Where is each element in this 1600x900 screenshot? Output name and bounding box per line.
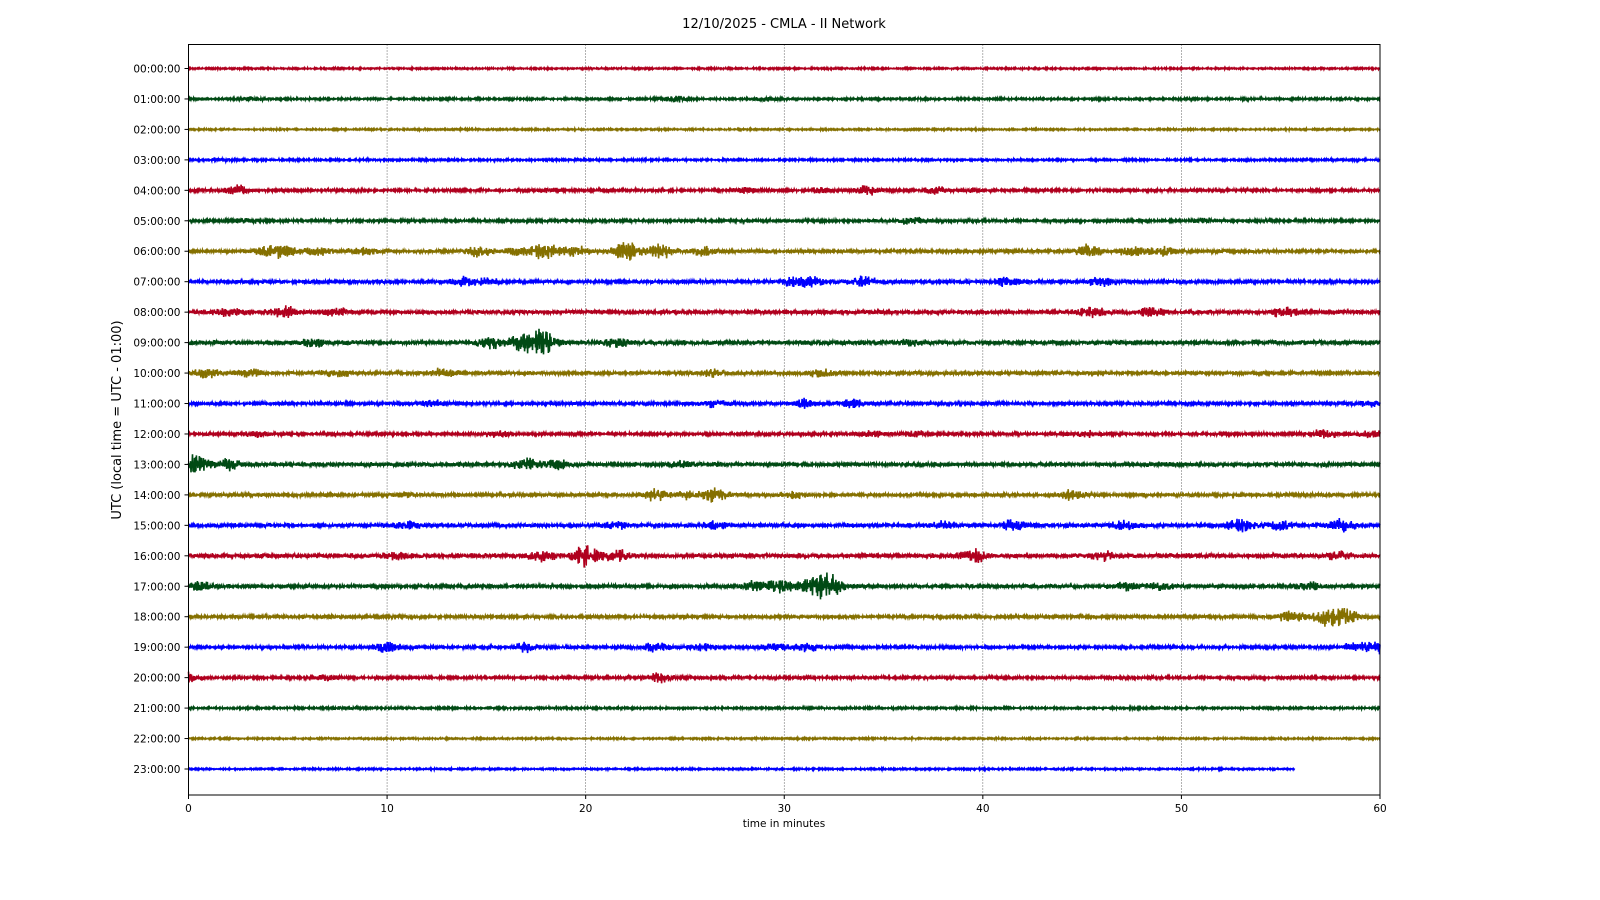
y-tick-label: 11:00:00 (133, 399, 180, 411)
trace-09 (187, 328, 1381, 355)
trace-11 (187, 397, 1381, 409)
trace-08 (187, 305, 1381, 319)
trace-23 (188, 765, 1296, 773)
x-tick-label: 40 (976, 803, 989, 815)
y-axis-label: UTC (local time = UTC - 01:00) (110, 320, 125, 519)
y-tick-label: 05:00:00 (133, 216, 180, 228)
y-tick-label: 23:00:00 (133, 764, 180, 776)
y-tick-label: 22:00:00 (133, 734, 180, 746)
y-tick-label: 14:00:00 (133, 490, 180, 502)
y-tick-label: 08:00:00 (133, 307, 180, 319)
y-axis: 00:00:00 01:00:00 02:00:00 03:00:00 04:00:00… (133, 64, 189, 776)
chart-title: 12/10/2025 - CMLA - II Network (682, 17, 886, 32)
y-tick-label: 12:00:00 (133, 429, 180, 441)
trace-05 (187, 216, 1381, 226)
y-tick-label: 18:00:00 (133, 612, 180, 624)
y-tick-label: 04:00:00 (133, 185, 180, 197)
trace-02 (187, 125, 1381, 134)
trace-13 (187, 454, 1381, 473)
x-tick-label: 10 (380, 803, 393, 815)
trace-18 (187, 607, 1381, 627)
y-tick-label: 07:00:00 (133, 277, 180, 289)
trace-03 (187, 155, 1381, 165)
y-tick-label: 15:00:00 (133, 520, 180, 532)
grid-lines (386, 44, 1182, 795)
trace-04 (187, 184, 1381, 196)
trace-07 (187, 275, 1381, 288)
trace-10 (187, 367, 1381, 379)
y-tick-label: 16:00:00 (133, 551, 180, 563)
y-tick-label: 13:00:00 (133, 459, 180, 471)
y-tick-label: 17:00:00 (133, 581, 180, 593)
trace-17 (187, 572, 1381, 600)
y-tick-label: 01:00:00 (133, 94, 180, 106)
y-tick-label: 10:00:00 (133, 368, 180, 380)
trace-16 (188, 545, 1381, 568)
trace-19 (187, 641, 1381, 655)
trace-14 (187, 487, 1381, 503)
traces (187, 64, 1381, 773)
y-tick-label: 20:00:00 (133, 673, 180, 685)
x-tick-label: 50 (1175, 803, 1188, 815)
x-axis-label: time in minutes (743, 818, 825, 830)
y-tick-label: 19:00:00 (133, 642, 180, 654)
y-tick-label: 06:00:00 (133, 246, 180, 258)
y-tick-label: 09:00:00 (133, 338, 180, 350)
y-tick-label: 21:00:00 (133, 703, 180, 715)
trace-20 (187, 671, 1381, 684)
trace-21 (187, 703, 1381, 713)
y-tick-label: 00:00:00 (133, 64, 180, 76)
trace-22 (188, 734, 1381, 743)
x-tick-label: 20 (579, 803, 592, 815)
x-tick-label: 60 (1373, 803, 1386, 815)
y-tick-label: 02:00:00 (133, 124, 180, 136)
trace-00 (187, 64, 1381, 73)
trace-06 (187, 242, 1381, 261)
trace-01 (187, 94, 1381, 104)
y-tick-label: 03:00:00 (133, 155, 180, 167)
x-axis: 0 10 20 30 40 50 60 (185, 795, 1387, 815)
x-tick-label: 0 (185, 803, 192, 815)
trace-12 (187, 429, 1381, 439)
trace-15 (187, 517, 1381, 533)
x-tick-label: 30 (778, 803, 791, 815)
